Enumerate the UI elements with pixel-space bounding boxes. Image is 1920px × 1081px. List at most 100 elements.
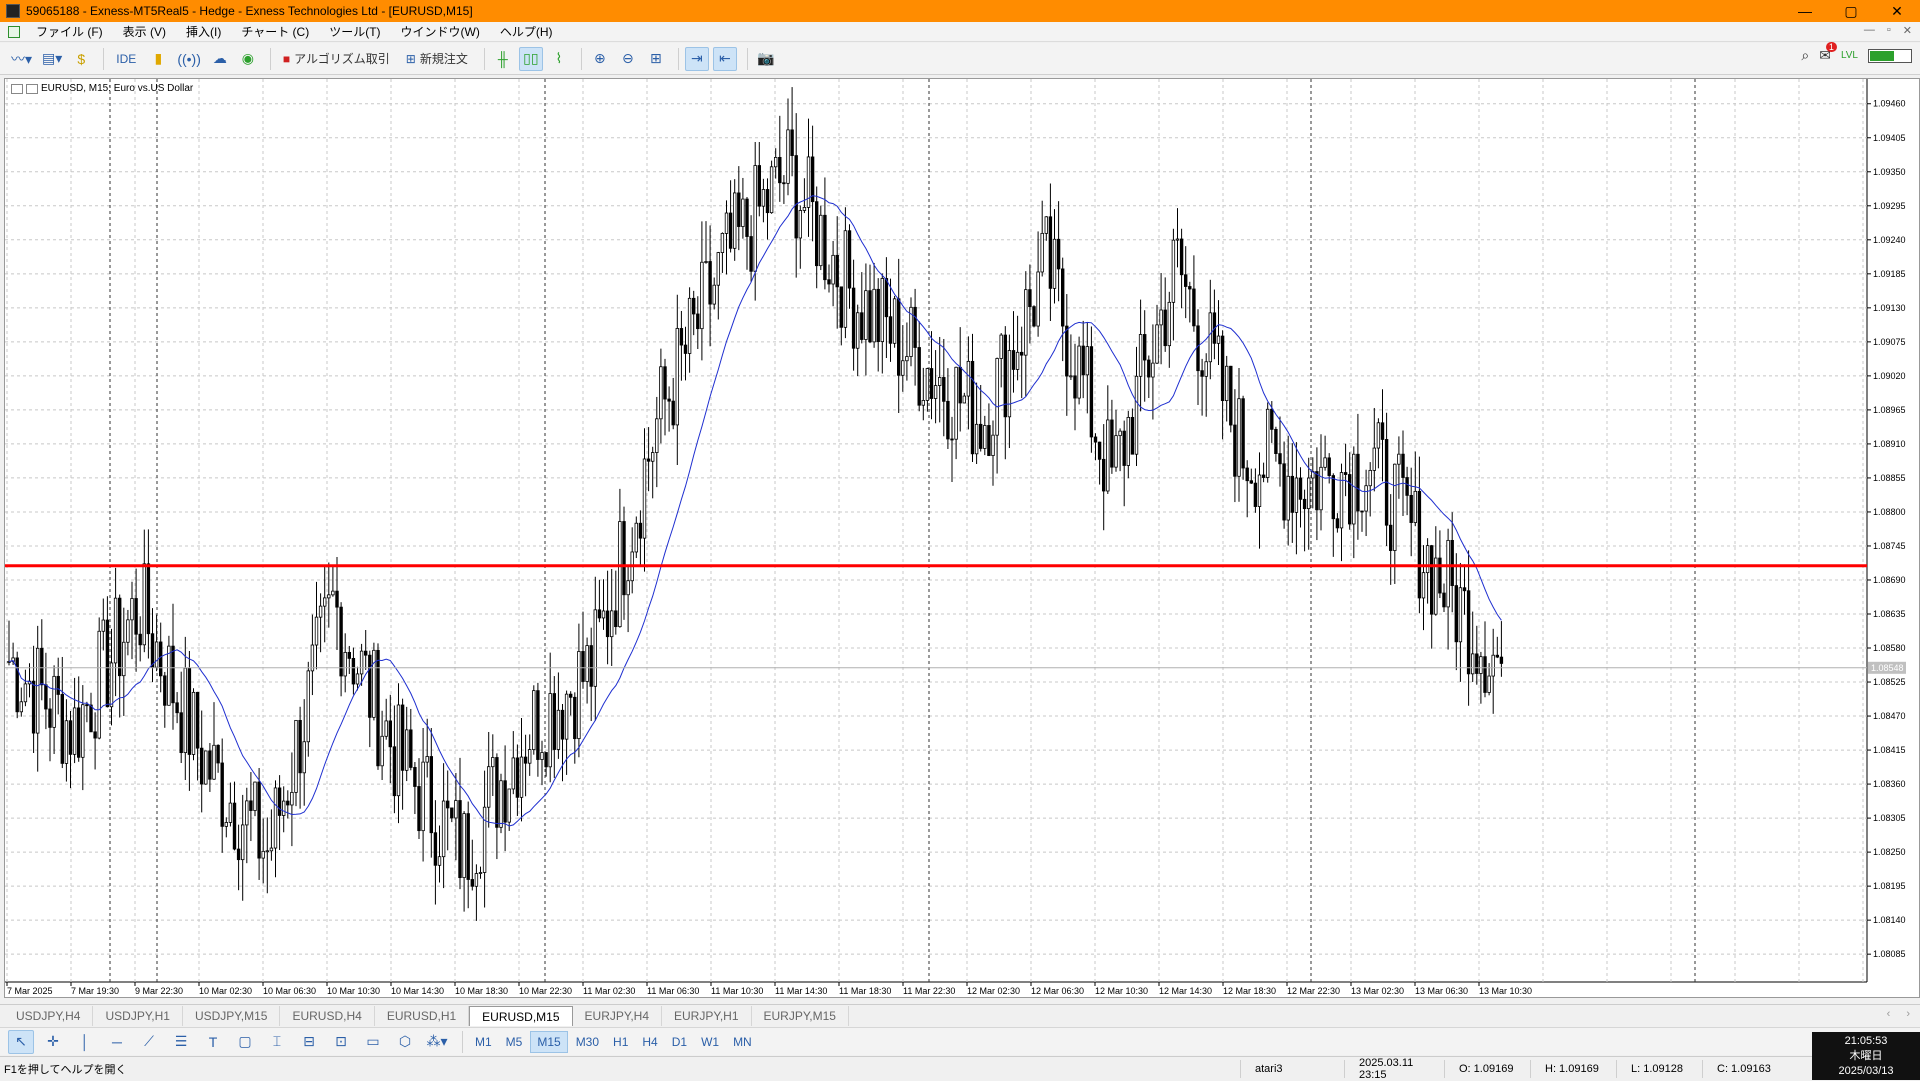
candle-body [1417,490,1422,599]
candle-body [564,693,569,740]
signals-icon[interactable]: ((•)) [177,50,201,67]
candle-body [782,182,786,185]
rectangle-icon[interactable]: ▢ [238,1033,252,1049]
auto-scroll-icon[interactable]: ⇥ [684,46,709,71]
tab-eurjpy-h1[interactable]: EURJPY,H1 [662,1006,752,1026]
candle-body [1208,312,1212,363]
candle-body [1077,345,1081,399]
timeframe-mn[interactable]: MN [733,1034,752,1049]
candle-body [724,212,729,234]
menu-file[interactable]: ファイル (F) [36,25,103,39]
text-label-icon[interactable]: ⌶ [272,1033,282,1049]
candle-body [1163,309,1167,347]
price-label: 1.09295 [1873,201,1906,211]
market-icon[interactable]: $ [77,50,86,67]
zoom-out-icon[interactable]: ⊖ [621,50,634,66]
chart-menu-icon[interactable] [11,83,23,94]
tab-usdjpy-m15[interactable]: USDJPY,M15 [183,1006,281,1026]
tab-eurusd-h1[interactable]: EURUSD,H1 [375,1006,470,1026]
price-label: 1.08965 [1873,405,1906,415]
bar-chart-icon[interactable]: ╫ [497,50,508,67]
horizontal-line-icon[interactable]: ─ [112,1033,122,1050]
timeframe-d1[interactable]: D1 [671,1034,688,1049]
tile-windows-icon[interactable]: ⊞ [649,50,662,66]
candle-body [204,750,208,785]
more-objects-icon[interactable]: ⁂▾ [426,1033,448,1049]
ruler-icon[interactable]: ⊟ [303,1033,315,1049]
indicators-icon[interactable]: ⊡ [335,1033,347,1049]
menu-tools[interactable]: ツール(T) [329,25,381,39]
tab-scroll-left-icon[interactable]: ‹ [1886,1008,1891,1020]
candle-body [335,590,339,608]
candle-body [1241,398,1245,469]
minimize-button[interactable]: — [1798,3,1812,19]
menu-insert[interactable]: 挿入(I) [186,25,222,39]
tab-eurjpy-h4[interactable]: EURJPY,H4 [573,1006,663,1026]
candle-body [31,680,36,734]
line-chart-icon[interactable]: ⌇ [555,50,563,66]
tab-eurusd-h4[interactable]: EURUSD,H4 [280,1006,375,1026]
wallet-icon[interactable]: ▮ [154,50,163,66]
candle-body [1294,477,1299,513]
vps-cloud-icon[interactable]: ☁ [212,50,227,66]
timeframe-h1[interactable]: H1 [613,1034,629,1049]
candle-body [905,356,909,362]
candle-body [363,650,368,656]
notifications-icon[interactable]: ✉ 1 [1819,42,1837,64]
chart-shift-icon[interactable]: ⇤ [712,46,737,71]
close-button[interactable]: ✕ [1891,2,1903,19]
child-minimize-button[interactable]: — [1863,24,1875,36]
search-icon[interactable]: ⌕ [1801,47,1810,63]
candle-body [232,802,237,850]
candle-body [1249,480,1253,484]
trendline-icon[interactable]: ⟋ [144,1033,154,1049]
menu-window[interactable]: ウインドウ(W) [400,25,480,39]
ide-button[interactable]: IDE [116,51,137,66]
candlestick-chart-icon[interactable]: ▯▯ [518,46,543,71]
candle-body [1048,216,1053,289]
tab-usdjpy-h4[interactable]: USDJPY,H4 [4,1006,94,1026]
tab-eurusd-m15[interactable]: EURUSD,M15 [469,1006,573,1026]
candle-body [1007,350,1012,418]
button-object-icon[interactable]: ▭ [366,1033,380,1049]
maximize-button[interactable]: ▢ [1844,2,1858,19]
market-globe-icon[interactable]: ◉ [241,50,254,66]
vertical-line-icon[interactable]: │ [80,1033,90,1050]
zoom-in-icon[interactable]: ⊕ [593,50,606,66]
candle-body [1409,494,1413,523]
channel-icon[interactable]: ☰ [174,1033,188,1049]
candle-body [556,709,561,750]
child-close-button[interactable]: ✕ [1902,25,1912,37]
line-chart-type-icon[interactable]: 〰▾ [11,50,33,67]
tab-scroll-right-icon[interactable]: › [1906,1008,1910,1020]
timeframe-m5[interactable]: M5 [505,1034,523,1049]
candle-body [495,757,499,828]
text-icon[interactable]: T [208,1033,218,1050]
screenshot-icon[interactable]: 📷 [757,50,775,66]
candle-body [429,756,433,834]
candle-body [749,236,753,272]
child-restore-button[interactable]: ▫ [1886,24,1891,36]
tab-eurjpy-m15[interactable]: EURJPY,M15 [752,1006,849,1026]
crosshair-icon[interactable]: ✛ [47,1033,59,1049]
new-order-button[interactable]: ⊞ 新規注文 [405,51,468,67]
chart-window[interactable]: 1.09460 1.09405 1.09350 1.09295 1.09240 1.091… [4,78,1920,998]
menu-help[interactable]: ヘルプ(H) [499,25,553,39]
one-click-trading-icon[interactable] [26,83,38,94]
chart-templates-icon[interactable]: ▤▾ [42,50,63,66]
timeframe-m30[interactable]: M30 [575,1034,600,1049]
algo-trading-button[interactable]: ■ アルゴリズム取引 [282,51,390,67]
cursor-icon[interactable]: ↖ [8,1029,34,1054]
timeframe-w1[interactable]: W1 [701,1034,720,1049]
timeframe-m1[interactable]: M1 [475,1034,492,1049]
price-chart[interactable]: 1.09460 1.09405 1.09350 1.09295 1.09240 1.091… [5,79,1919,997]
time-label: 12 Mar 22:30 [1287,986,1340,996]
chart-menu-icon[interactable] [8,25,20,38]
timeframe-h4[interactable]: H4 [642,1034,658,1049]
candle-body [318,605,323,618]
menu-chart[interactable]: チャート (C) [241,25,310,39]
shapes-icon[interactable]: ⬡ [398,1033,412,1049]
menu-view[interactable]: 表示 (V) [122,25,167,39]
tab-usdjpy-h1[interactable]: USDJPY,H1 [93,1006,183,1026]
timeframe-m15[interactable]: M15 [530,1030,568,1053]
